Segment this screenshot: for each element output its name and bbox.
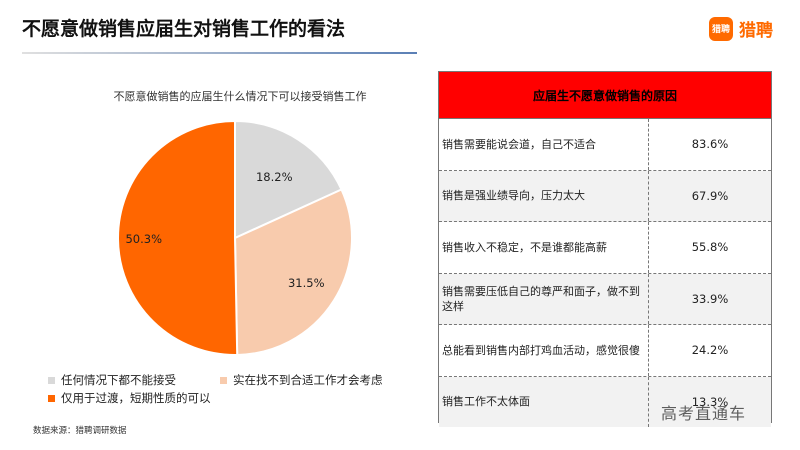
table-row: 销售需要压低自己的尊严和面子，做不到这样 33.9%: [439, 273, 771, 325]
liepin-logo-icon: 猎聘: [709, 16, 733, 41]
reason-cell: 销售工作不太体面: [439, 376, 649, 427]
pie-slice-never: [234, 119, 343, 240]
legend-item-never: 任何情况下都不能接受: [48, 372, 176, 388]
reason-cell: 销售需要压低自己的尊严和面子，做不到这样: [439, 273, 649, 324]
percent-cell: 83.6%: [691, 137, 729, 152]
table-row: 销售工作不太体面 13.3%: [439, 376, 771, 427]
pie-label-never: 18.2%: [256, 170, 293, 184]
percent-cell: 55.8%: [691, 240, 729, 255]
legend-label-transition: 仅用于过渡，短期性质的可以: [61, 391, 211, 405]
pie-chart: 18.2% 31.5% 50.3%: [116, 119, 353, 356]
legend-label-never: 任何情况下都不能接受: [61, 373, 176, 387]
table-row: 销售需要能说会道，自己不适合 83.6%: [439, 119, 771, 171]
legend-swatch-transition: [48, 394, 55, 402]
percent-cell: 13.3%: [691, 394, 729, 409]
reasons-table-header: 应届生不愿意做销售的原因: [439, 72, 771, 119]
table-rows: 销售需要能说会道，自己不适合 83.6% 销售是强业绩导向，压力太大 67.9%…: [439, 119, 771, 427]
reason-cell: 总能看到销售内部打鸡血活动，感觉很傻: [439, 325, 649, 376]
legend-item-transition: 仅用于过渡，短期性质的可以: [48, 390, 211, 406]
data-source: 数据来源：猎聘调研数据: [33, 426, 127, 436]
liepin-logo: 猎聘 猎聘: [709, 16, 773, 41]
reasons-table: 应届生不愿意做销售的原因 销售需要能说会道，自己不适合 83.6% 销售是强业绩…: [438, 71, 772, 427]
legend-swatch-no-other-job: [220, 376, 227, 384]
legend-label-no-other-job: 实在找不到合适工作才会考虑: [233, 373, 383, 387]
pie-slice-transition: [116, 119, 239, 356]
legend-item-no-other-job: 实在找不到合适工作才会考虑: [220, 372, 383, 388]
reason-cell: 销售需要能说会道，自己不适合: [439, 119, 649, 170]
title-underline: [22, 52, 417, 54]
table-row: 销售是强业绩导向，压力太大 67.9%: [439, 170, 771, 222]
page-title: 不愿意做销售应届生对销售工作的看法: [22, 18, 346, 40]
percent-cell: 24.2%: [691, 343, 729, 358]
chart-title: 不愿意做销售的应届生什么情况下可以接受销售工作: [113, 90, 367, 103]
pie-slice-no-other-job: [233, 188, 353, 356]
reason-cell: 销售是强业绩导向，压力太大: [439, 170, 649, 221]
liepin-logo-text: 猎聘: [739, 21, 773, 41]
table-row: 销售收入不稳定，不是谁都能高薪 55.8%: [439, 222, 771, 274]
watermark: 高考直通车: [661, 404, 747, 423]
pie-label-no-other-job: 31.5%: [288, 276, 325, 290]
reason-cell: 销售收入不稳定，不是谁都能高薪: [439, 222, 649, 273]
pie-label-transition: 50.3%: [125, 232, 162, 246]
percent-cell: 67.9%: [691, 188, 729, 203]
percent-cell: 33.9%: [691, 291, 729, 306]
table-row: 总能看到销售内部打鸡血活动，感觉很傻 24.2%: [439, 325, 771, 377]
legend-swatch-never: [48, 376, 55, 384]
